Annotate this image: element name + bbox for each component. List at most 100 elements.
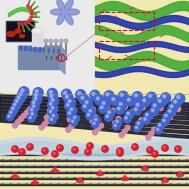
Ellipse shape: [83, 108, 89, 110]
Circle shape: [152, 127, 157, 132]
Circle shape: [65, 102, 73, 111]
Circle shape: [34, 97, 37, 100]
Circle shape: [58, 51, 61, 53]
Ellipse shape: [71, 122, 76, 124]
Circle shape: [31, 109, 33, 111]
Circle shape: [73, 148, 75, 150]
Circle shape: [146, 113, 148, 116]
Ellipse shape: [15, 102, 21, 105]
Circle shape: [100, 100, 110, 109]
Circle shape: [79, 178, 81, 180]
Circle shape: [12, 146, 18, 152]
Ellipse shape: [32, 28, 43, 34]
Ellipse shape: [91, 95, 99, 98]
Ellipse shape: [19, 35, 25, 37]
Circle shape: [59, 39, 63, 43]
Circle shape: [134, 101, 144, 111]
Ellipse shape: [111, 101, 118, 103]
Ellipse shape: [30, 111, 36, 113]
Circle shape: [51, 106, 54, 109]
Polygon shape: [18, 46, 65, 51]
Circle shape: [51, 98, 54, 101]
Ellipse shape: [63, 94, 70, 97]
Circle shape: [29, 117, 31, 119]
Ellipse shape: [50, 121, 55, 122]
Ellipse shape: [65, 13, 73, 25]
Circle shape: [49, 39, 53, 43]
Circle shape: [128, 113, 132, 118]
Circle shape: [39, 125, 44, 130]
Ellipse shape: [57, 13, 65, 25]
Circle shape: [58, 146, 60, 148]
Ellipse shape: [32, 104, 38, 106]
Circle shape: [105, 114, 112, 121]
Bar: [0, 0, 95, 94]
Circle shape: [118, 149, 120, 151]
Circle shape: [167, 108, 175, 117]
Ellipse shape: [49, 105, 55, 107]
Circle shape: [17, 96, 20, 99]
Circle shape: [150, 107, 158, 116]
Circle shape: [134, 108, 137, 111]
Circle shape: [106, 115, 108, 118]
Ellipse shape: [7, 32, 15, 36]
Circle shape: [29, 107, 37, 115]
Ellipse shape: [34, 29, 41, 33]
Ellipse shape: [105, 118, 111, 120]
Circle shape: [70, 108, 73, 110]
Circle shape: [20, 48, 22, 50]
Circle shape: [85, 101, 88, 104]
Circle shape: [108, 112, 112, 117]
Ellipse shape: [96, 100, 103, 102]
Ellipse shape: [92, 125, 98, 126]
Circle shape: [146, 92, 156, 102]
Circle shape: [123, 115, 131, 123]
Ellipse shape: [151, 112, 157, 114]
Circle shape: [140, 105, 145, 110]
Ellipse shape: [177, 174, 184, 177]
Circle shape: [30, 104, 36, 109]
Ellipse shape: [158, 126, 163, 128]
Circle shape: [72, 120, 74, 122]
Circle shape: [93, 117, 101, 124]
Circle shape: [117, 148, 123, 154]
Ellipse shape: [70, 111, 76, 113]
Circle shape: [33, 91, 42, 101]
Circle shape: [8, 115, 10, 117]
Polygon shape: [60, 46, 65, 74]
Ellipse shape: [29, 119, 34, 121]
Circle shape: [127, 112, 129, 115]
Circle shape: [158, 106, 163, 111]
Ellipse shape: [142, 102, 149, 104]
Circle shape: [116, 120, 118, 122]
Circle shape: [162, 119, 167, 124]
Circle shape: [49, 110, 52, 112]
Circle shape: [6, 114, 13, 121]
Circle shape: [53, 152, 55, 154]
Ellipse shape: [80, 99, 87, 102]
Circle shape: [163, 113, 171, 121]
Ellipse shape: [107, 114, 114, 116]
Ellipse shape: [77, 180, 84, 183]
Circle shape: [146, 135, 151, 140]
Circle shape: [83, 99, 93, 108]
Circle shape: [125, 125, 130, 130]
Ellipse shape: [65, 98, 72, 101]
Circle shape: [157, 122, 164, 130]
Ellipse shape: [87, 116, 92, 118]
Ellipse shape: [101, 105, 108, 107]
Circle shape: [47, 112, 52, 117]
Ellipse shape: [117, 110, 123, 112]
Ellipse shape: [11, 110, 17, 112]
Circle shape: [76, 90, 86, 100]
Circle shape: [14, 103, 16, 106]
Ellipse shape: [50, 9, 64, 15]
Circle shape: [161, 118, 169, 125]
Ellipse shape: [148, 98, 155, 100]
Circle shape: [164, 178, 166, 180]
Circle shape: [96, 97, 99, 100]
Circle shape: [88, 111, 92, 116]
Polygon shape: [18, 46, 60, 69]
Circle shape: [93, 122, 95, 124]
Circle shape: [92, 130, 98, 135]
